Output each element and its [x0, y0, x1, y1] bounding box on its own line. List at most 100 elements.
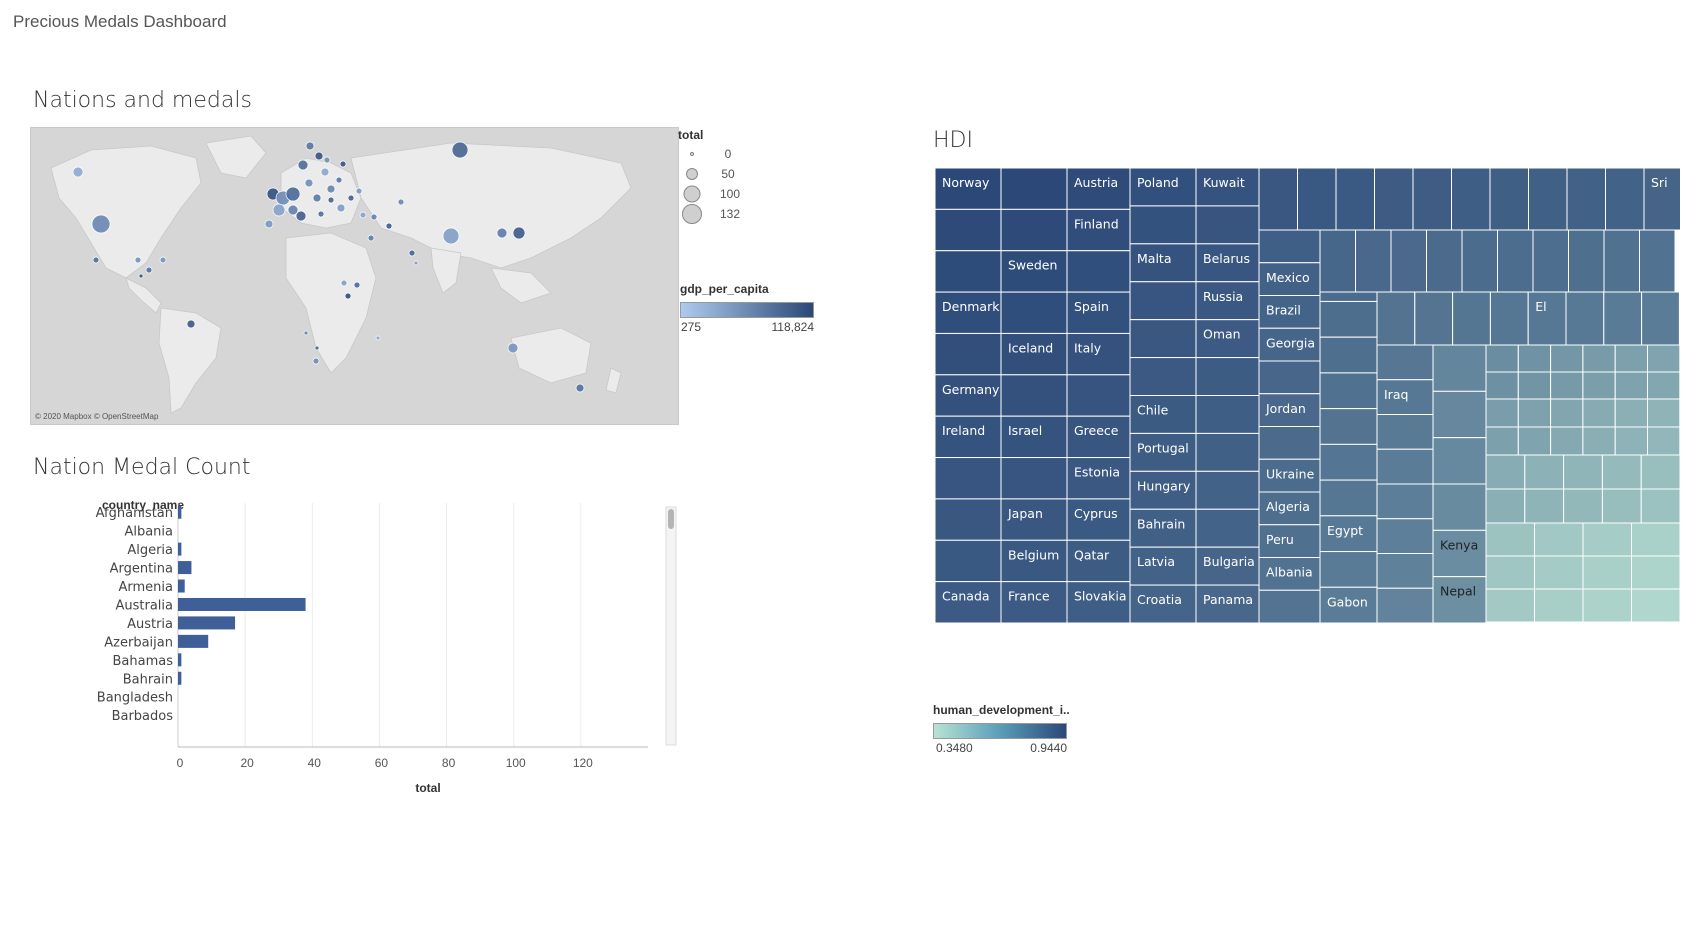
treemap-cell[interactable]: [1066, 167, 1131, 210]
treemap-cell[interactable]: [1640, 488, 1681, 524]
treemap-cell[interactable]: [1426, 229, 1463, 293]
treemap-cell[interactable]: [1524, 488, 1565, 524]
treemap-cell[interactable]: [1517, 426, 1552, 456]
map-medal-point[interactable]: [326, 184, 336, 194]
treemap-cell[interactable]: [1000, 167, 1068, 210]
map-medal-point[interactable]: [442, 227, 460, 245]
map-medal-point[interactable]: [507, 342, 519, 354]
treemap-cell[interactable]: [1568, 229, 1605, 293]
treemap-cell[interactable]: [1647, 426, 1681, 456]
medal-count-bar-chart[interactable]: country_name Afghanistan Albania Algeria Ar…: [30, 495, 690, 810]
treemap-cell[interactable]: [1631, 588, 1681, 623]
map-medal-point[interactable]: [272, 203, 286, 217]
treemap-cell[interactable]: [1614, 426, 1649, 456]
treemap-cell[interactable]: [1129, 395, 1197, 434]
map-medal-point[interactable]: [347, 194, 355, 202]
treemap-cell[interactable]: [1432, 390, 1487, 439]
treemap-cell[interactable]: [1258, 360, 1321, 395]
treemap-cell[interactable]: [1517, 371, 1552, 400]
bar-azerbaijan[interactable]: [178, 634, 209, 648]
map-medal-point[interactable]: [340, 279, 348, 287]
treemap-cell[interactable]: [1517, 344, 1552, 373]
treemap-cell[interactable]: [1195, 205, 1260, 245]
treemap-cell[interactable]: [1601, 454, 1642, 490]
treemap-cell[interactable]: [1412, 167, 1452, 231]
treemap-cell[interactable]: [1603, 291, 1643, 346]
treemap-cell[interactable]: [1603, 229, 1640, 293]
map-medal-point[interactable]: [312, 193, 322, 203]
map-medal-point[interactable]: [336, 203, 346, 213]
bar-armenia[interactable]: [178, 579, 185, 593]
treemap-cell[interactable]: [1297, 167, 1337, 231]
treemap-cell[interactable]: [1319, 443, 1378, 481]
bar-afghanistan[interactable]: [178, 505, 182, 519]
treemap-cell[interactable]: [1000, 208, 1068, 252]
treemap-cell[interactable]: [1376, 448, 1434, 485]
treemap-cell[interactable]: [1485, 344, 1519, 373]
bar-algeria[interactable]: [178, 542, 182, 556]
map-medal-point[interactable]: [285, 186, 301, 202]
treemap-cell[interactable]: [1485, 398, 1519, 428]
treemap-cell[interactable]: [1066, 374, 1131, 417]
treemap-cell[interactable]: [1647, 344, 1681, 373]
treemap-cell[interactable]: [1000, 374, 1068, 417]
treemap-cell[interactable]: [1451, 167, 1491, 231]
treemap-cell[interactable]: [1631, 555, 1681, 590]
bar-scrollbar-track[interactable]: [665, 506, 677, 746]
map-medal-point[interactable]: [92, 256, 100, 264]
map-medal-point[interactable]: [134, 256, 142, 264]
bar-chart-canvas[interactable]: country_name Afghanistan Albania Algeria Ar…: [30, 495, 690, 805]
treemap-cell[interactable]: [1532, 229, 1569, 293]
treemap-cell[interactable]: [1129, 546, 1197, 586]
treemap-cell[interactable]: [1647, 398, 1681, 428]
treemap-cell[interactable]: [1066, 250, 1131, 293]
treemap-cell[interactable]: [1582, 555, 1632, 590]
treemap-cell[interactable]: [1195, 395, 1260, 434]
treemap-cell[interactable]: [1258, 557, 1321, 591]
bar-austria[interactable]: [178, 616, 236, 630]
treemap-cell[interactable]: [1129, 167, 1197, 207]
treemap-cell[interactable]: [934, 250, 1002, 293]
treemap-cell[interactable]: [1432, 344, 1487, 392]
map-medal-point[interactable]: [575, 383, 585, 393]
map-medal-point[interactable]: [297, 159, 309, 171]
treemap-cell[interactable]: [1258, 589, 1321, 624]
treemap-canvas[interactable]: Norway Denmark Germany Ireland Canada Sweden I…: [934, 167, 1683, 626]
treemap-cell[interactable]: [1129, 470, 1197, 510]
treemap-cell[interactable]: [1319, 229, 1356, 293]
map-medal-point[interactable]: [375, 335, 381, 341]
map-medal-point[interactable]: [186, 319, 196, 329]
treemap-cell[interactable]: [1614, 344, 1649, 373]
treemap-cell[interactable]: [1432, 576, 1487, 624]
treemap-cell[interactable]: [934, 332, 1002, 376]
map-medal-point[interactable]: [451, 141, 469, 159]
treemap-cell[interactable]: [1319, 515, 1378, 553]
treemap-cell[interactable]: [1066, 415, 1131, 459]
treemap-cell[interactable]: [1000, 581, 1068, 624]
hdi-treemap[interactable]: Norway Denmark Germany Ireland Canada Sweden I…: [934, 167, 1683, 631]
treemap-cell[interactable]: [1258, 491, 1321, 526]
treemap-cell[interactable]: [1195, 319, 1260, 359]
treemap-cell[interactable]: [1129, 281, 1197, 321]
map-medal-point[interactable]: [327, 196, 335, 204]
treemap-cell[interactable]: [1000, 539, 1068, 583]
map-medal-point[interactable]: [303, 330, 309, 336]
treemap-cell[interactable]: [934, 457, 1002, 500]
map-medal-point[interactable]: [312, 357, 320, 365]
treemap-cell[interactable]: [1376, 587, 1434, 624]
treemap-cell[interactable]: [934, 374, 1002, 417]
treemap-cell[interactable]: [1489, 291, 1529, 346]
treemap-cell[interactable]: [1461, 229, 1498, 293]
treemap-cell[interactable]: [1376, 291, 1416, 346]
map-medal-point[interactable]: [370, 213, 378, 221]
map-medal-point[interactable]: [512, 226, 526, 240]
treemap-cell[interactable]: [1517, 398, 1552, 428]
map-medal-point[interactable]: [413, 260, 419, 266]
map-medal-point[interactable]: [344, 292, 352, 300]
map-medal-point[interactable]: [385, 222, 393, 230]
treemap-cell[interactable]: [1582, 398, 1616, 428]
treemap-cell[interactable]: [1195, 546, 1260, 586]
treemap-cell[interactable]: [1489, 167, 1529, 231]
map-medal-point[interactable]: [72, 166, 84, 178]
treemap-cell[interactable]: [1258, 262, 1321, 296]
